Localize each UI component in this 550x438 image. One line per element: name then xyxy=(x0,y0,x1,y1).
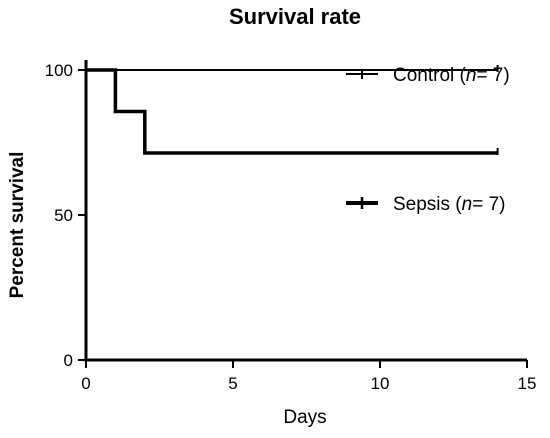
x-tick-label-3: 15 xyxy=(518,374,537,393)
x-tick-label-0: 0 xyxy=(81,374,90,393)
y-axis-label: Percent survival xyxy=(7,152,28,299)
x-tick-label-2: 10 xyxy=(371,374,390,393)
x-tick-label-1: 5 xyxy=(228,374,237,393)
y-tick-label-0: 0 xyxy=(64,351,73,370)
legend-label-control: Control (n= 7) xyxy=(393,65,510,86)
legend-item-sepsis: Sepsis (n= 7) xyxy=(346,194,506,215)
x-axis-label: Days xyxy=(283,407,326,428)
y-tick-label-1: 50 xyxy=(54,206,73,225)
legend-label-sepsis: Sepsis (n= 7) xyxy=(393,194,506,215)
legend: Control (n= 7) Sepsis (n= 7) xyxy=(346,65,510,215)
chart-title: Survival rate xyxy=(229,4,361,29)
legend-item-control: Control (n= 7) xyxy=(346,65,510,86)
series-line-sepsis xyxy=(86,68,498,155)
y-tick-label-2: 100 xyxy=(45,61,73,80)
axes xyxy=(84,60,527,362)
